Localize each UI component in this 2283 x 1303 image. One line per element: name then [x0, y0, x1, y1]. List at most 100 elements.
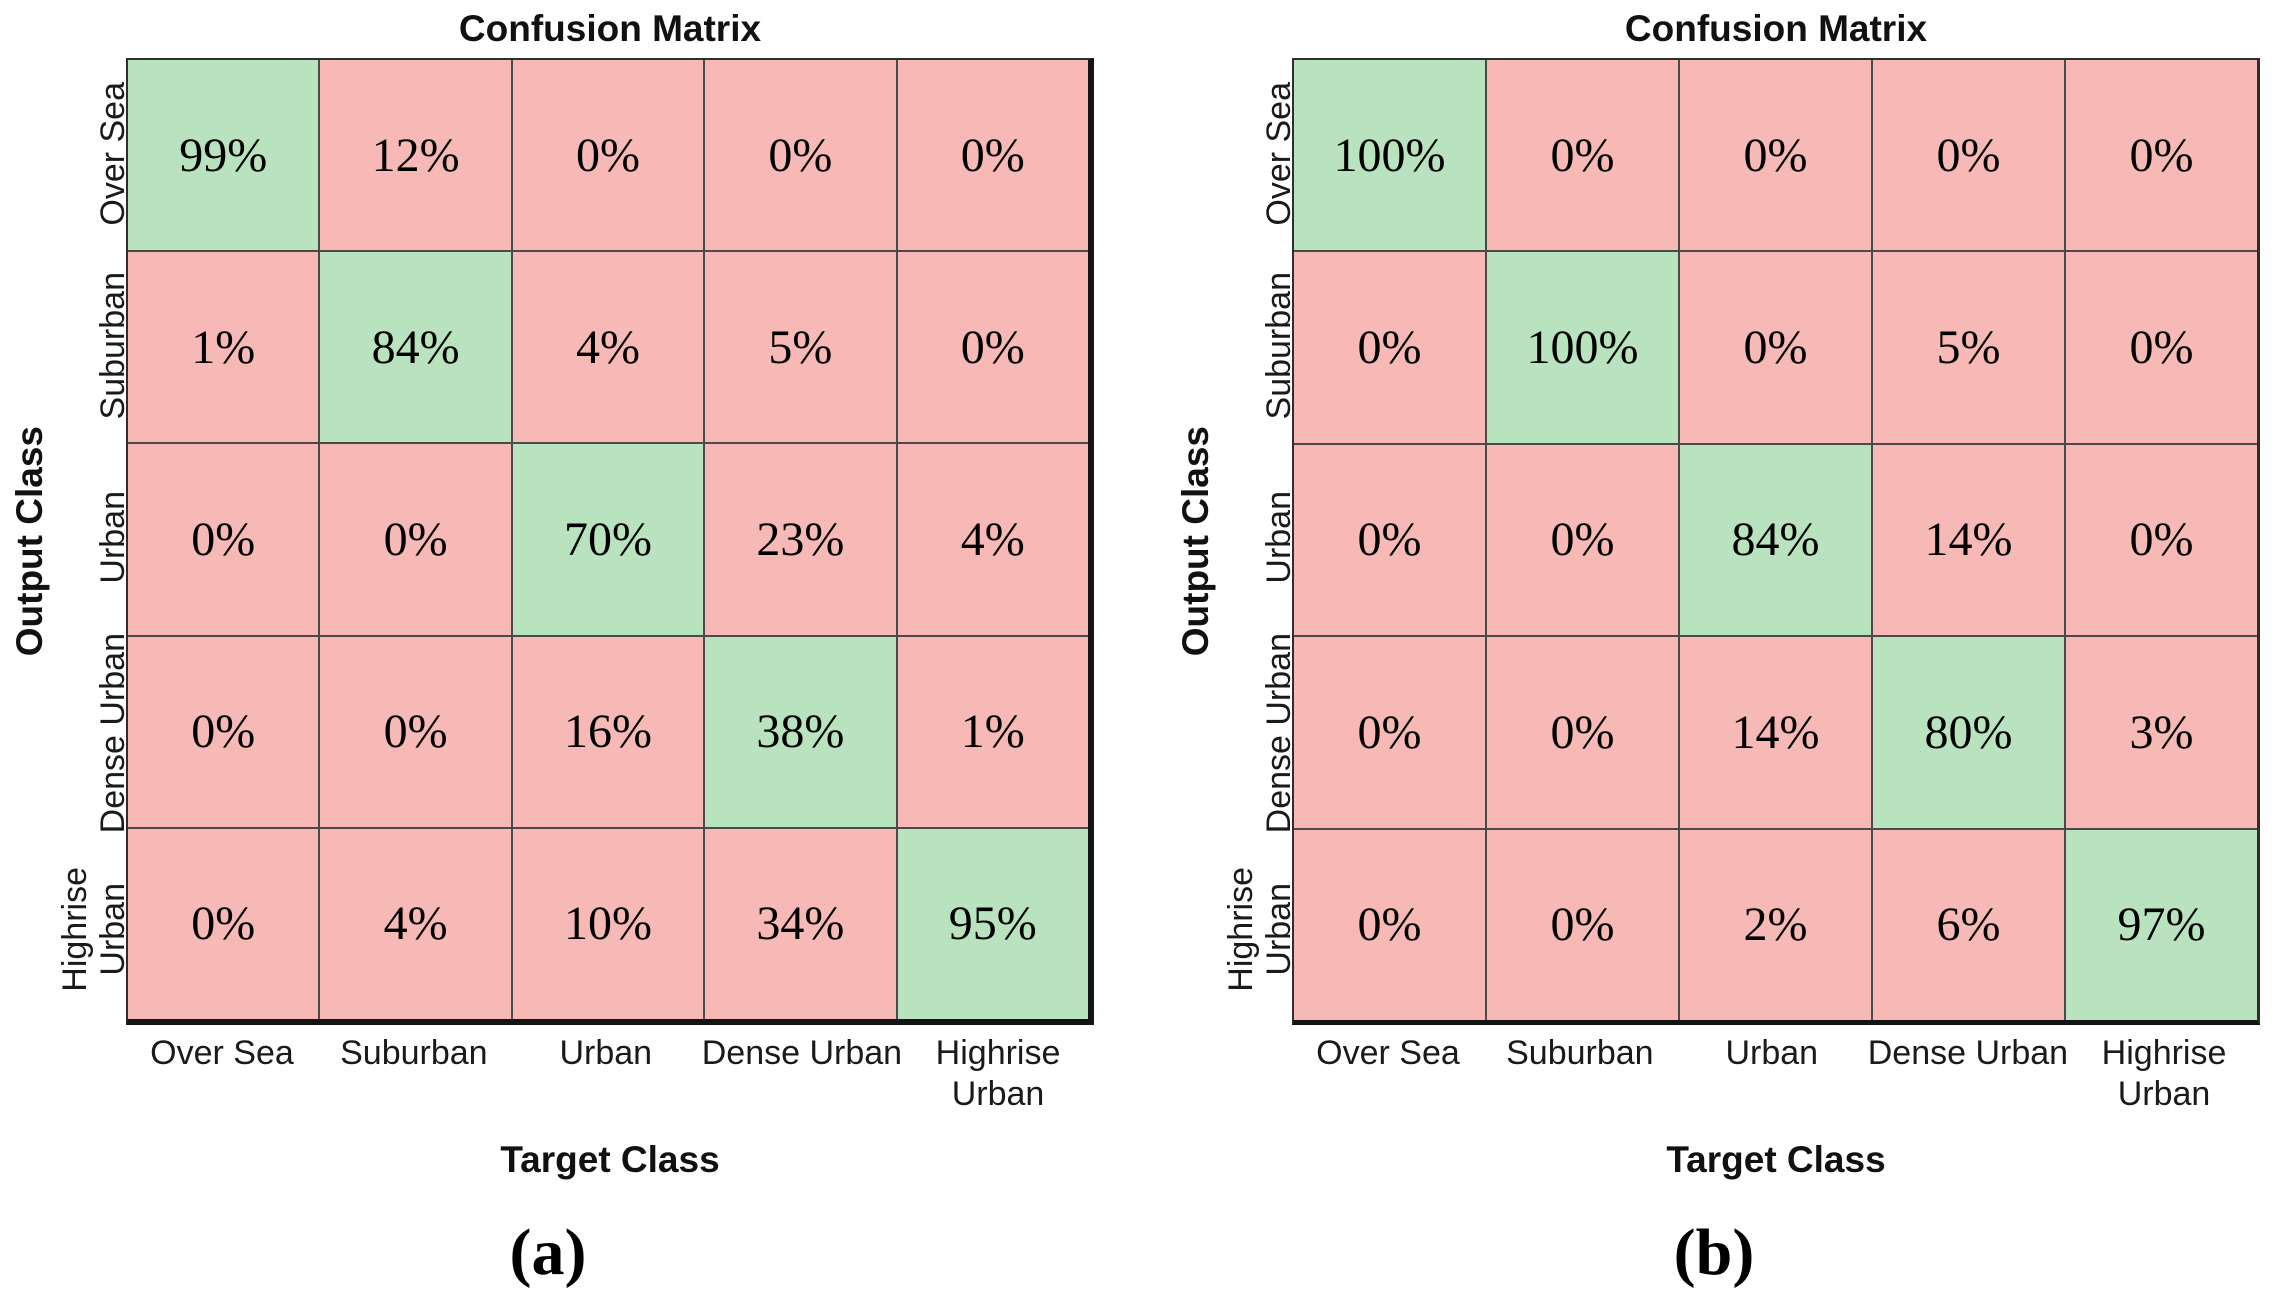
matrix-a-cell-r1c5: 0%: [897, 60, 1088, 251]
confusion-matrix-panel-b: Confusion Matrix Output Class Over Sea Su…: [1168, 0, 2260, 1291]
row-label-line: Suburban: [1259, 271, 1298, 420]
matrix-a-col-label-4: Dense Urban: [702, 1025, 902, 1139]
matrix-b-cell-r1c2: 0%: [1487, 60, 1678, 251]
col-label-line: Highrise: [2101, 1034, 2227, 1072]
matrix-a-cell-r2c2: 84%: [320, 252, 511, 443]
matrix-b-cell-r3c3: 84%: [1680, 444, 1871, 636]
matrix-b-cell-r1c1: 100%: [1294, 60, 1485, 251]
matrix-b-cell-r5c3: 2%: [1680, 829, 1871, 1020]
y-axis-title: Output Class: [9, 426, 50, 657]
matrix-b-col-label-5: Highrise Urban: [2068, 1025, 2260, 1139]
col-labels: Over Sea Suburban Urban Dense Urban Highrise…: [126, 1025, 1094, 1139]
x-axis-title: Target Class: [1666, 1139, 1886, 1180]
col-label-line: Over Sea: [1316, 1034, 1460, 1072]
matrix-b-cell-r1c5: 0%: [2066, 60, 2257, 251]
matrix-b-cell-r4c4: 80%: [1873, 637, 2064, 828]
matrix-a-col-label-5: Highrise Urban: [902, 1025, 1094, 1139]
matrix-a-cell-r4c2: 0%: [320, 636, 511, 827]
matrix-b-cell-r2c3: 0%: [1680, 252, 1871, 443]
matrix-a-cell-r2c1: 1%: [128, 252, 319, 443]
matrix-b-row-label-1: Over Sea: [1224, 58, 1305, 250]
matrix-a-cell-r4c3: 16%: [512, 636, 704, 827]
matrix-b-col-label-4: Dense Urban: [1868, 1025, 2068, 1139]
matrix-b-cell-r2c1: 0%: [1294, 252, 1485, 443]
matrix-a-row-label-4: Dense Urban: [58, 633, 139, 833]
matrix-a-cell-r4c1: 0%: [128, 636, 319, 827]
row-label-line: Urban: [93, 882, 132, 976]
row-label-line: Urban: [93, 490, 132, 584]
matrix-b-cell-r4c1: 0%: [1294, 637, 1485, 828]
matrix-b-cell-r1c3: 0%: [1680, 60, 1871, 251]
row-label-line: Urban: [1259, 882, 1298, 976]
x-axis-title: Target Class: [500, 1139, 720, 1180]
y-axis-title-wrap: Output Class: [2, 58, 58, 1025]
matrix-a-cell-r2c3: 4%: [512, 252, 704, 443]
matrix-a-cell-r4c4: 38%: [705, 636, 896, 827]
row-labels: Over Sea Suburban Urban Dense Urban Highrise…: [56, 58, 132, 1025]
matrix-a-col-label-3: Urban: [510, 1025, 702, 1139]
col-label-line: Over Sea: [150, 1034, 294, 1072]
matrix-a-cell-r5c5: 95%: [897, 828, 1088, 1019]
panel-caption-a: (a): [509, 1216, 587, 1289]
col-label-line: Highrise: [935, 1034, 1061, 1072]
matrix-a-cell-r5c3: 10%: [512, 828, 704, 1019]
matrix-a-cell-r3c4: 23%: [705, 444, 896, 635]
matrix-grid-a: 99% 12% 0% 0% 0% 1% 84% 4% 5% 0% 0% 0% 70% 23% 4% 0% 0% 1…: [126, 58, 1094, 1025]
col-label-line: Urban: [2117, 1074, 2211, 1113]
matrix-b-cell-r2c2: 100%: [1487, 252, 1678, 443]
row-label-line: Highrise: [56, 866, 94, 992]
matrix-b-cell-r2c5: 0%: [2066, 252, 2257, 443]
y-axis-title: Output Class: [1175, 426, 1216, 657]
matrix-b-cell-r3c5: 0%: [2066, 444, 2257, 636]
matrix-a-row-label-1: Over Sea: [58, 58, 139, 250]
matrix-b-col-label-3: Urban: [1676, 1025, 1868, 1139]
matrix-a-cell-r3c1: 0%: [128, 444, 319, 635]
matrix-b-cell-r4c2: 0%: [1487, 637, 1678, 828]
matrix-b-cell-r5c4: 6%: [1873, 829, 2064, 1020]
matrix-b-col-label-2: Suburban: [1484, 1025, 1676, 1139]
matrix-b-cell-r3c2: 0%: [1487, 444, 1678, 636]
panel-caption-b: (b): [1673, 1216, 1755, 1289]
matrix-a-cell-r3c2: 0%: [320, 444, 511, 635]
row-label-line: Over Sea: [93, 82, 132, 226]
matrix-a-cell-r5c4: 34%: [705, 828, 896, 1019]
col-label-line: Urban: [559, 1034, 653, 1072]
row-label-line: Dense Urban: [93, 632, 132, 834]
matrix-a-cell-r4c5: 1%: [897, 636, 1088, 827]
matrix-b-cell-r3c4: 14%: [1873, 444, 2064, 636]
matrix-a-cell-r1c4: 0%: [705, 60, 896, 251]
matrix-b-col-label-1: Over Sea: [1292, 1025, 1484, 1139]
matrix-a-col-label-2: Suburban: [318, 1025, 510, 1139]
col-label-line: Urban: [1725, 1034, 1819, 1072]
matrix-grid-b: 100% 0% 0% 0% 0% 0% 100% 0% 5% 0% 0% 0% 84% 14% 0% 0% 0%…: [1292, 58, 2260, 1025]
chart-title: Confusion Matrix: [1624, 8, 1928, 49]
matrix-b-cell-r5c2: 0%: [1487, 829, 1678, 1020]
y-axis-title-wrap: Output Class: [1168, 58, 1224, 1025]
row-label-line: Highrise: [1222, 866, 1260, 992]
matrix-b-row-label-4: Dense Urban: [1224, 633, 1305, 833]
matrix-b-cell-r5c1: 0%: [1294, 829, 1485, 1020]
matrix-a-cell-r1c2: 12%: [320, 60, 511, 251]
matrix-a-col-label-1: Over Sea: [126, 1025, 318, 1139]
confusion-matrix-panel-a: Confusion Matrix Output Class Over Sea Su…: [2, 0, 1094, 1291]
row-labels: Over Sea Suburban Urban Dense Urban Highrise…: [1222, 58, 1298, 1025]
matrix-b-cell-r2c4: 5%: [1873, 252, 2064, 443]
col-label-line: Dense Urban: [701, 1034, 903, 1072]
matrix-a-cell-r5c1: 0%: [128, 828, 319, 1019]
matrix-a-cell-r1c1: 99%: [128, 60, 319, 251]
plot-area-b: Confusion Matrix Output Class Over Sea Su…: [1168, 0, 2260, 1199]
col-label-line: Suburban: [1506, 1034, 1654, 1072]
row-label-line: Dense Urban: [1259, 632, 1298, 834]
matrix-a-cell-r2c4: 5%: [705, 252, 896, 443]
row-label-line: Over Sea: [1259, 82, 1298, 226]
matrix-a-cell-r3c3: 70%: [512, 444, 704, 635]
matrix-b-cell-r1c4: 0%: [1873, 60, 2064, 251]
matrix-b-cell-r5c5: 97%: [2066, 829, 2257, 1020]
col-label-line: Urban: [951, 1074, 1045, 1113]
matrix-b-row-label-2: Suburban: [1224, 250, 1305, 442]
row-label-line: Urban: [1259, 490, 1298, 584]
col-label-line: Suburban: [340, 1034, 488, 1072]
matrix-a-cell-r2c5: 0%: [897, 252, 1088, 443]
matrix-a-cell-r1c3: 0%: [512, 60, 704, 251]
matrix-a-row-label-2: Suburban: [58, 250, 139, 442]
